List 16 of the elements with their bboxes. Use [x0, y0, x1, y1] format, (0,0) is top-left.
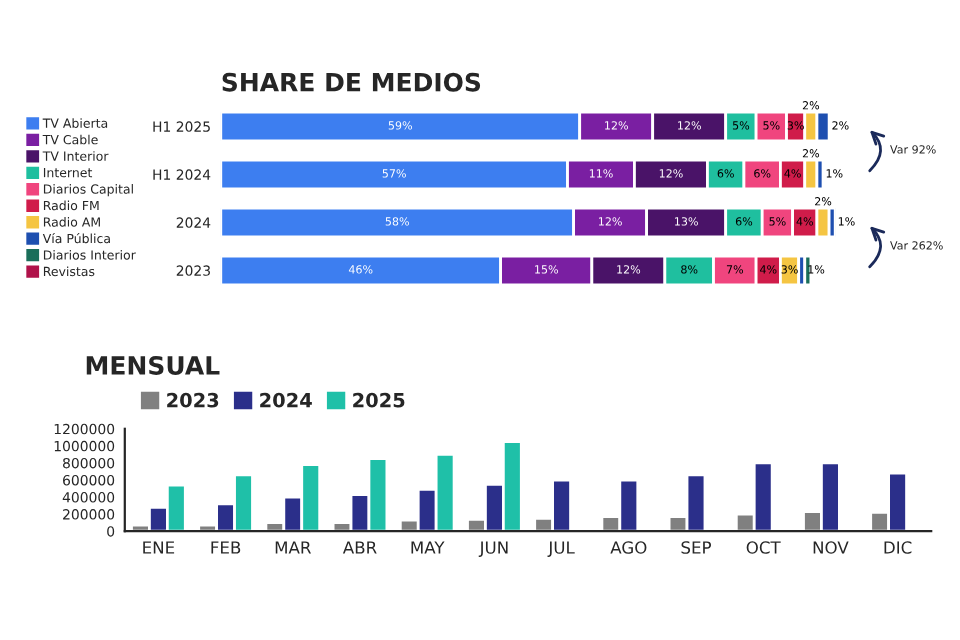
x-tick-label: OCT: [746, 541, 781, 554]
x-tick-label: JUN: [478, 541, 508, 557]
x-tick-label: AGO: [610, 541, 647, 554]
x-tick-label: FEB: [211, 541, 241, 554]
chart-title: MENSUAL: [86, 356, 220, 375]
x-tick-label: MAR: [275, 541, 311, 554]
x-tick-label: SEP: [681, 541, 712, 554]
x-tick-label: NOV: [813, 541, 849, 554]
x-tick-label: ABR: [342, 541, 377, 554]
chart-title: SHARE DE MEDIOS: [222, 72, 481, 92]
x-tick-label: JUL: [547, 541, 575, 557]
x-tick-label: ENE: [143, 541, 175, 554]
x-tick-label: MAY: [411, 541, 445, 554]
legend-label: 2024: [260, 392, 312, 408]
legend-label: 2025: [353, 392, 405, 408]
x-tick-label: DIC: [884, 541, 912, 554]
